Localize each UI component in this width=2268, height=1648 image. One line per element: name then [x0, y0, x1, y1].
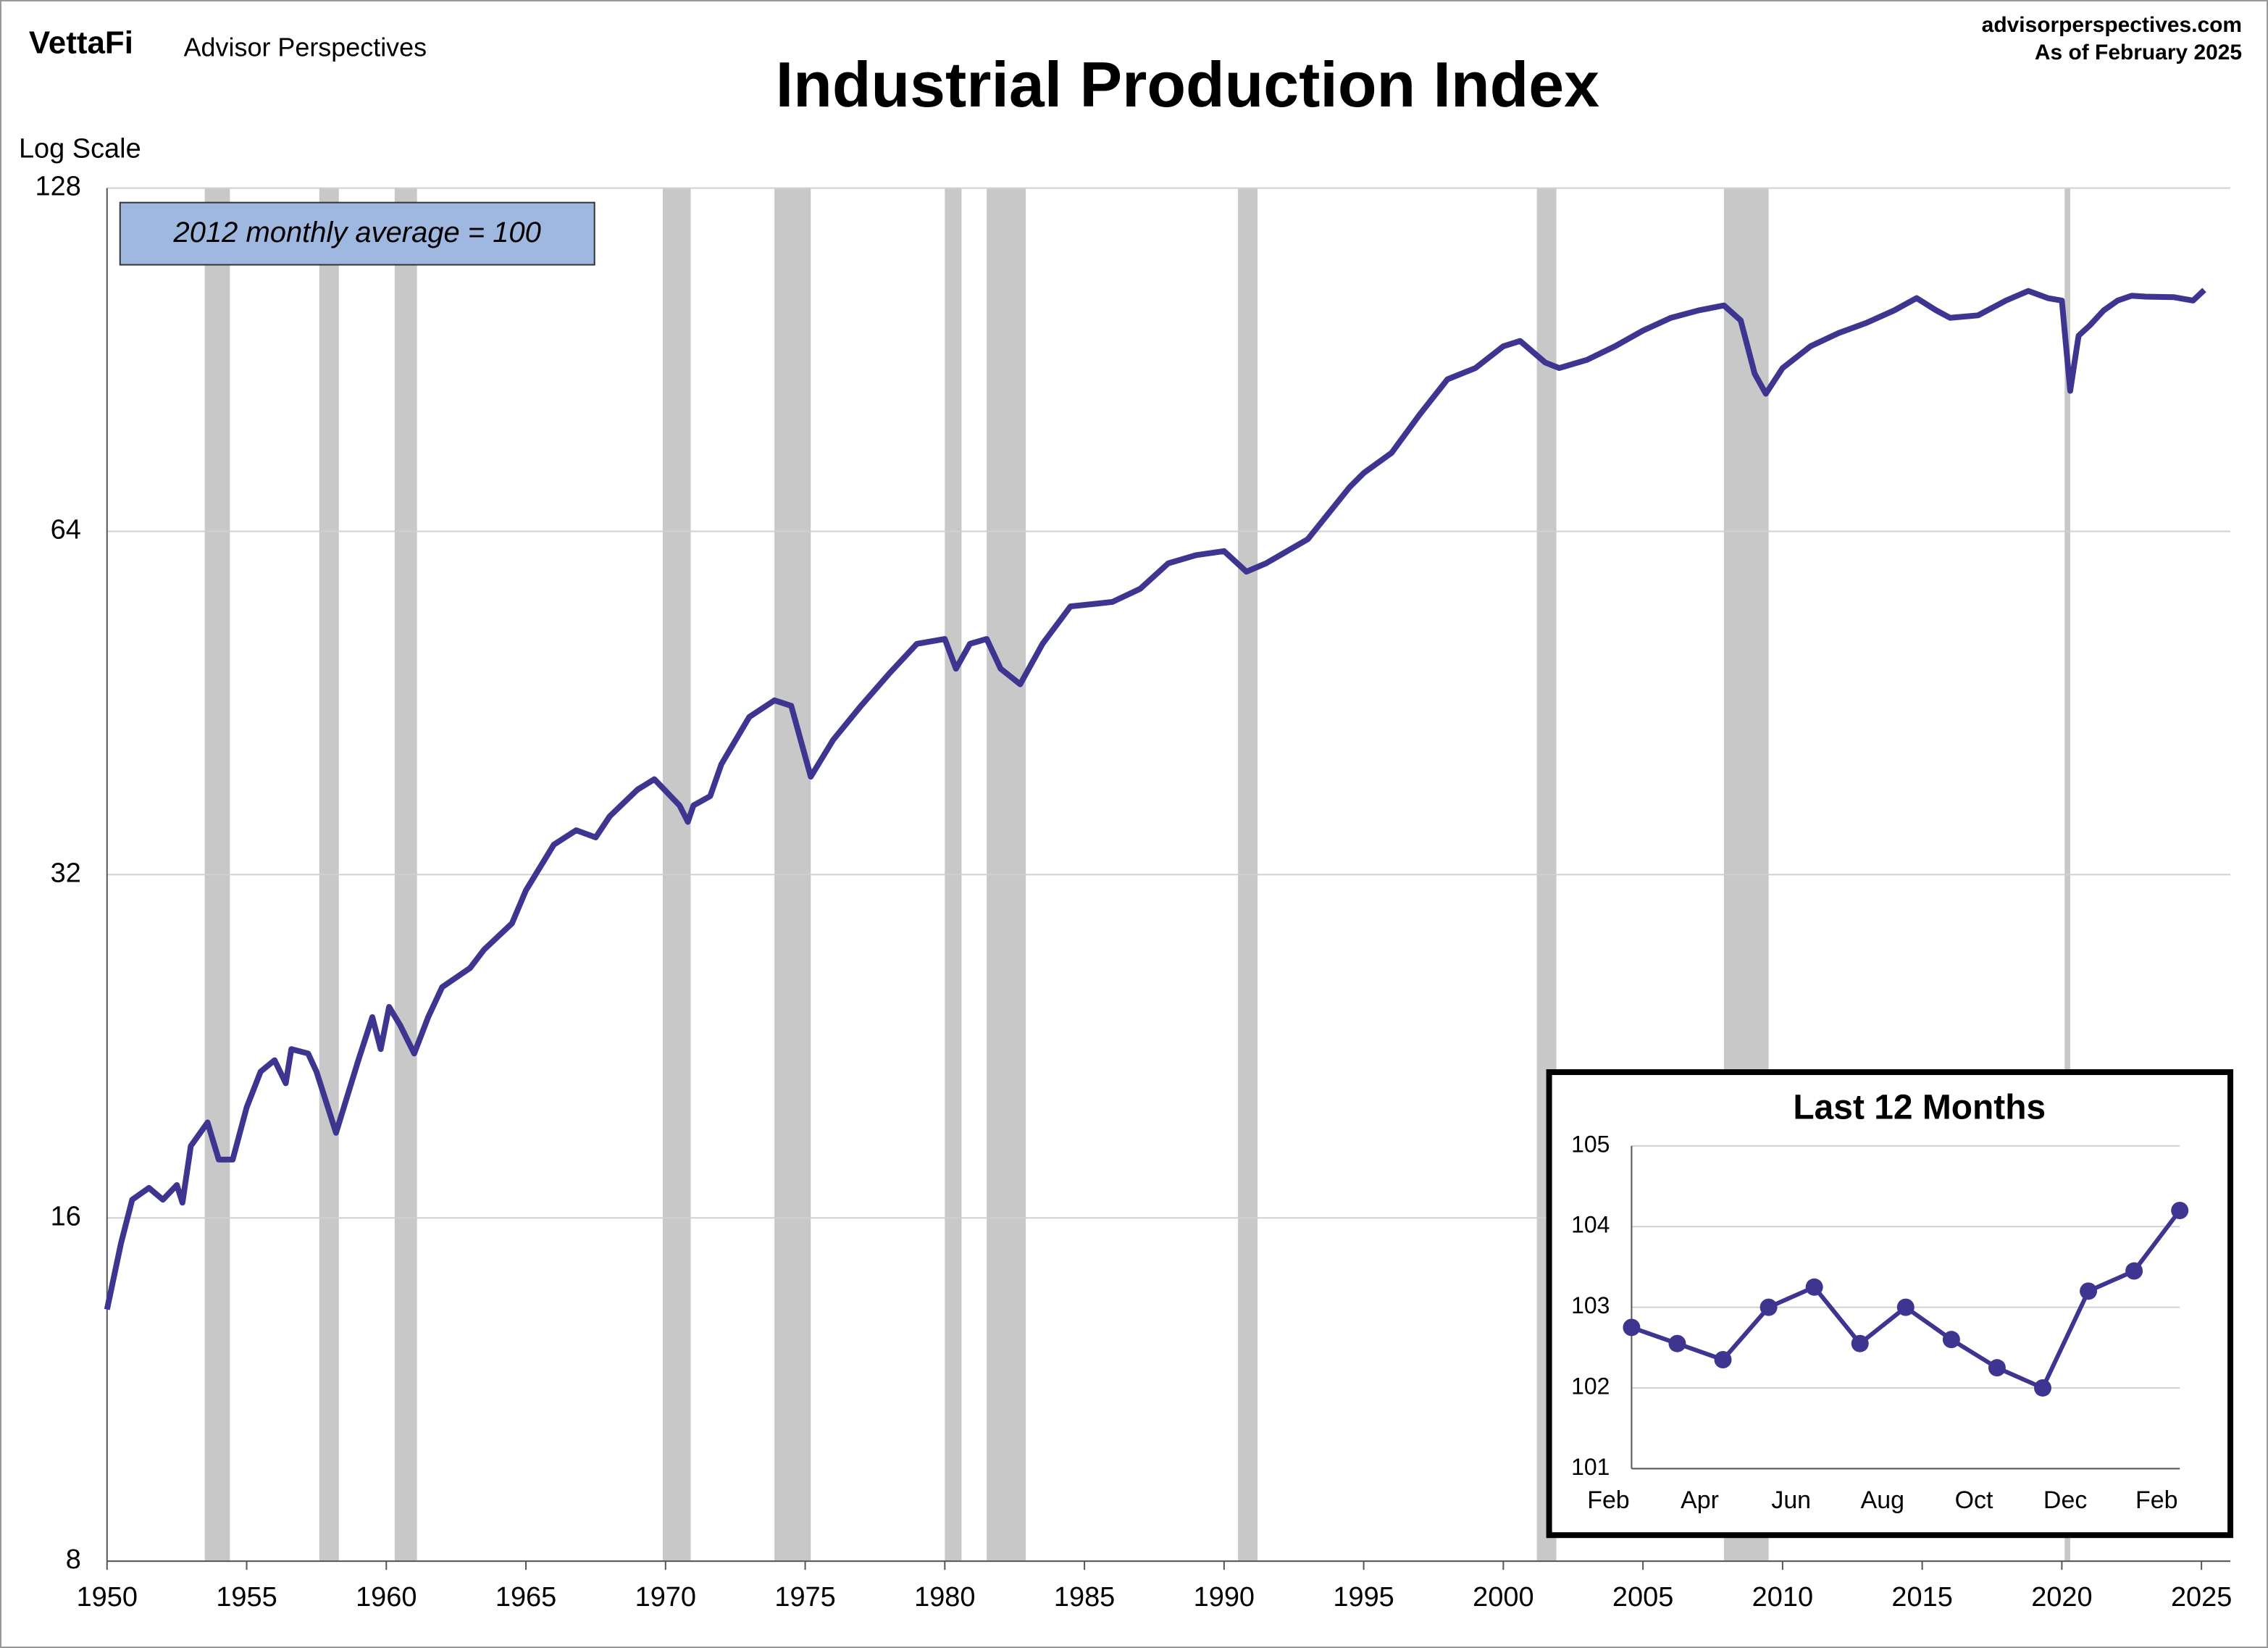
as-of: As of February 2025 [2035, 41, 2242, 64]
inset-plot: 101 102 103 104 105 Feb Apr Jun Aug Oct Dec Feb [1571, 1131, 2189, 1514]
inset-frame [1546, 1069, 2234, 1539]
site: advisorperspectives.com [1982, 13, 2242, 37]
point [1805, 1278, 1823, 1296]
y-tick-label: 101 [1571, 1454, 1610, 1480]
point [1988, 1359, 2006, 1377]
x-tick-label: 1955 [216, 1582, 277, 1613]
point [2171, 1202, 2189, 1219]
x-tick-label: 2025 [2171, 1582, 2232, 1613]
point [1623, 1318, 1641, 1337]
point [1714, 1351, 1732, 1368]
y-tick-label: 103 [1571, 1292, 1610, 1318]
x-tick-label: Feb [1587, 1486, 1629, 1514]
chart-title: Industrial Production Index [776, 49, 1599, 120]
brand: VettaFi [29, 25, 133, 61]
x-tick-label: 2010 [1752, 1582, 1813, 1613]
annotation-box [119, 201, 595, 266]
y-axis-label: Log Scale [19, 134, 141, 164]
series-line [104, 288, 2206, 1310]
publisher: Advisor Perspectives [184, 32, 427, 62]
x-tick-label: 2005 [1612, 1582, 1673, 1613]
x-tick-label: 1950 [77, 1582, 138, 1613]
x-tick-label: Jun [1771, 1486, 1811, 1514]
point [2034, 1379, 2051, 1397]
x-tick-label: 1960 [356, 1582, 417, 1613]
x-tick-label: Aug [1861, 1486, 1904, 1514]
annotation: 2012 monthly average = 100 [173, 217, 541, 248]
y-tick-label: 102 [1571, 1373, 1610, 1399]
inset-title: Last 12 Months [1793, 1089, 2046, 1127]
point [1896, 1298, 1915, 1316]
x-tick-label: 2015 [1891, 1582, 1952, 1613]
point [1942, 1331, 1960, 1349]
x-tick-label: 1985 [1054, 1582, 1115, 1613]
x-tick-label: 1995 [1333, 1582, 1394, 1613]
point [1668, 1334, 1686, 1352]
y-tick-label: 104 [1571, 1212, 1610, 1238]
x-tick-label: 2020 [2031, 1582, 2092, 1613]
x-tick-label: Dec [2043, 1486, 2087, 1514]
x-tick-label: Oct [1955, 1486, 1993, 1514]
main-plot: 8 16 32 64 128 1950 1955 1960 1965 1970 1975 1980 19… [35, 172, 2233, 1613]
point [2125, 1262, 2143, 1280]
y-tick-label: 128 [35, 172, 81, 202]
x-tick-label: Feb [2135, 1486, 2177, 1514]
y-tick-label: 64 [51, 515, 81, 545]
x-tick-label: 1975 [774, 1582, 835, 1613]
x-tick-label: 1965 [495, 1582, 556, 1613]
x-tick-label: 1970 [635, 1582, 696, 1613]
point [2080, 1282, 2098, 1300]
y-tick-label: 8 [66, 1544, 81, 1575]
x-tick-label: 2000 [1473, 1582, 1533, 1613]
x-tick-label: 1980 [914, 1582, 975, 1613]
point [1759, 1298, 1778, 1316]
x-tick-label: Apr [1681, 1486, 1719, 1514]
y-tick-label: 105 [1571, 1131, 1610, 1157]
y-tick-label: 16 [51, 1201, 81, 1231]
point [1851, 1334, 1869, 1352]
y-tick-label: 32 [51, 858, 81, 888]
x-tick-label: 1990 [1194, 1582, 1255, 1613]
